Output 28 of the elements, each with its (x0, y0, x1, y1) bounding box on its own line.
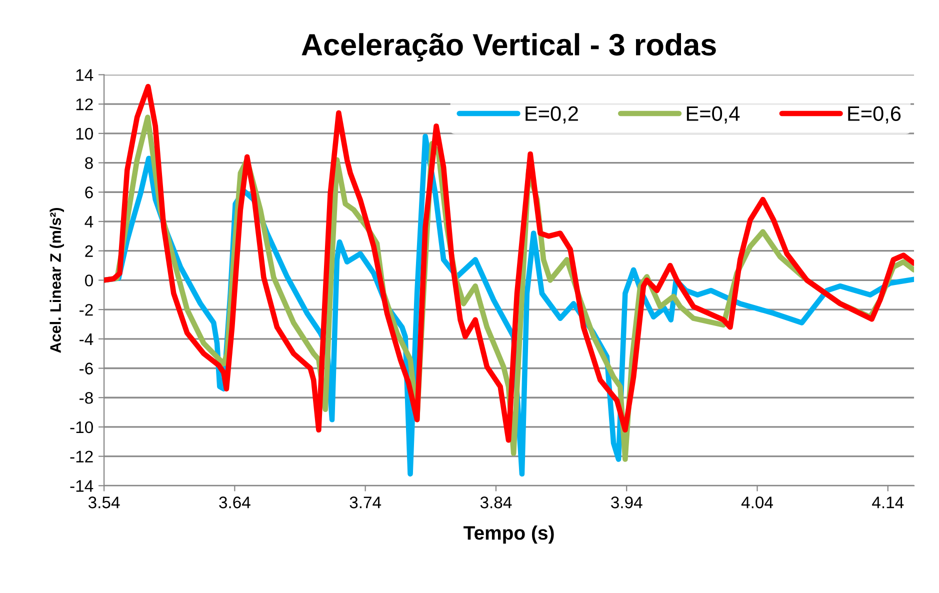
x-tick-label: 3.74 (350, 496, 382, 508)
x-tick-label: 3.64 (219, 496, 250, 508)
y-axis-title: Acel. Linear Z (m/s²) (50, 208, 64, 353)
legend-label: E=0,2 (526, 106, 578, 124)
y-tick-label: 6 (85, 186, 93, 198)
y-tick-label: -2 (80, 304, 93, 316)
x-axis-title: Tempo (s) (464, 526, 554, 544)
x-tick-label: 3.84 (480, 496, 512, 508)
chart-title: Aceleração Vertical - 3 rodas (302, 33, 716, 62)
y-tick-label: -10 (70, 421, 93, 434)
y-tick-label: -8 (80, 392, 93, 404)
y-tick-label: 12 (76, 98, 93, 110)
y-tick-label: -4 (80, 333, 94, 345)
y-tick-label: -12 (70, 450, 93, 462)
y-tick-label: -14 (70, 480, 94, 492)
y-tick-label: -6 (80, 362, 93, 374)
y-tick-label: 4 (84, 216, 94, 228)
x-tick-label: 4.14 (872, 496, 904, 508)
y-tick-label: 10 (76, 128, 93, 140)
x-tick-label: 4.04 (741, 496, 773, 508)
y-tick-label: 8 (85, 157, 93, 169)
y-tick-label: 14 (76, 69, 94, 81)
legend-label: E=0,6 (848, 106, 901, 124)
legend-label: E=0,4 (686, 106, 740, 124)
x-tick-label: 3.94 (611, 496, 642, 508)
y-tick-label: 0 (85, 274, 93, 286)
x-tick-label: 3.54 (88, 496, 120, 508)
y-tick-label: 2 (85, 245, 93, 257)
